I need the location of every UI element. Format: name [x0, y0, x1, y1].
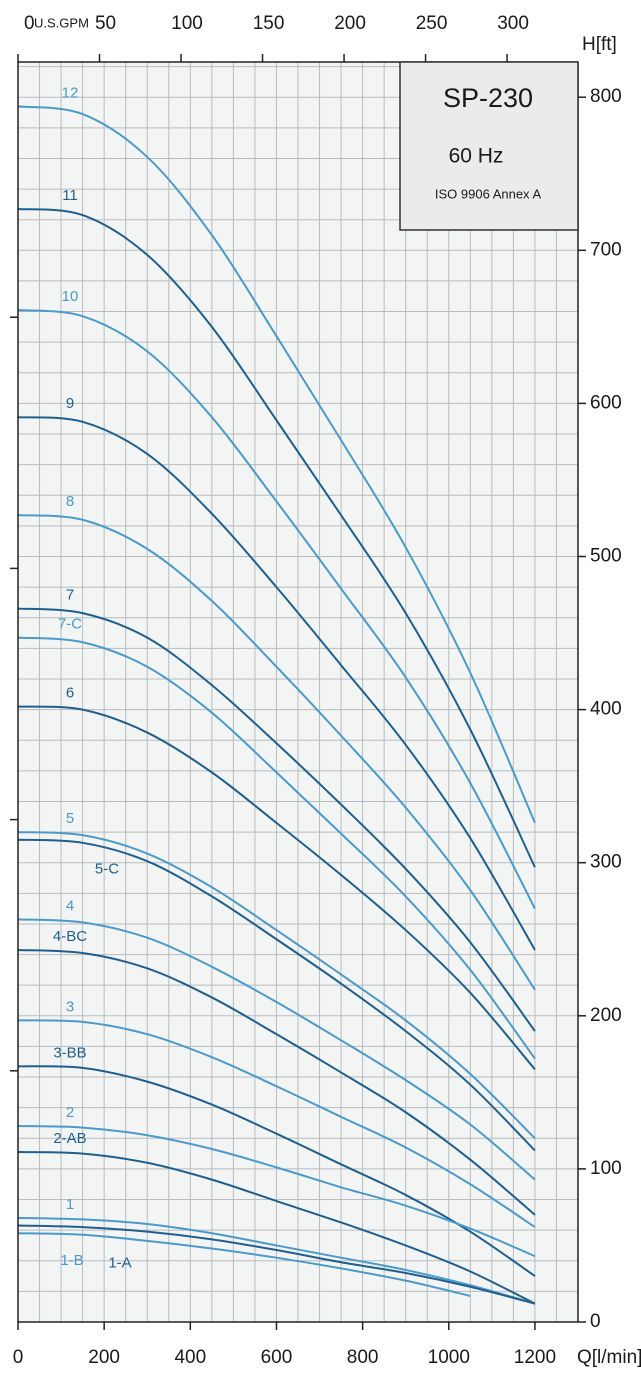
pump-curve	[17, 1151, 536, 1305]
curve-label: 7	[66, 587, 74, 604]
curve-label: 7-C	[58, 616, 82, 633]
x2-tick-label: 50	[95, 13, 116, 34]
x-tick-label: 600	[261, 1347, 293, 1368]
pump-curve	[17, 1224, 536, 1305]
x2-tick-label: 0	[24, 13, 35, 34]
curve-label: 4-BC	[53, 928, 87, 945]
x2-axis-label: U.S.GPM	[34, 15, 89, 30]
curve-label: 2-AB	[53, 1130, 86, 1147]
pump-curve	[17, 309, 536, 910]
curve-label: 6	[66, 685, 74, 702]
x-tick-label: 400	[174, 1347, 206, 1368]
curves	[17, 105, 536, 1305]
x2-tick-label: 200	[334, 13, 366, 34]
x-axis-label: Q[l/min]	[577, 1347, 641, 1368]
curve-label: 1	[66, 1196, 74, 1213]
y-tick-label: 200	[590, 1005, 622, 1026]
pump-curve	[17, 416, 536, 951]
pump-curve	[17, 607, 536, 1032]
curve-label: 8	[66, 493, 74, 510]
info-box	[399, 61, 579, 231]
pump-curve	[17, 1065, 536, 1277]
y-tick-label: 300	[590, 852, 622, 873]
x2-tick-label: 250	[416, 13, 448, 34]
y-tick-label: 800	[590, 86, 622, 107]
grid	[17, 62, 579, 1323]
x-tick-label: 1000	[428, 1347, 470, 1368]
pump-curve	[17, 1019, 536, 1228]
y-tick-label: 700	[590, 239, 622, 260]
x2-tick-label: 100	[171, 13, 203, 34]
pump-curve	[17, 514, 536, 991]
y-tick-label: 0	[590, 1311, 601, 1332]
chart-title: SP-230	[443, 83, 533, 113]
curve-label: 12	[62, 84, 79, 101]
pump-curve	[17, 105, 536, 824]
x2-tick-label: 150	[253, 13, 285, 34]
x-tick-label: 200	[88, 1347, 120, 1368]
y-axis-label: H[ft]	[582, 34, 617, 55]
y-tick-label: 100	[590, 1158, 622, 1179]
curve-label: 1-B	[60, 1252, 83, 1269]
x-tick-label: 0	[13, 1347, 24, 1368]
pump-curve	[17, 207, 536, 868]
x-tick-label: 800	[347, 1347, 379, 1368]
pump-curve	[17, 918, 536, 1181]
curve-label: 5-C	[95, 861, 119, 878]
pump-curve	[17, 636, 536, 1060]
pump-curve	[17, 1125, 536, 1258]
curve-label: 3-BB	[53, 1044, 86, 1061]
curve-label: 1-A	[108, 1255, 131, 1272]
curve-label: 3	[66, 998, 74, 1015]
x2-tick-label: 300	[497, 13, 529, 34]
pump-curve	[17, 948, 536, 1216]
subtitle: 60 Hz	[449, 145, 504, 168]
pump-curve	[17, 831, 536, 1139]
curve-label: 9	[66, 395, 74, 412]
pump-curve	[17, 705, 536, 1071]
y-tick-label: 400	[590, 699, 622, 720]
y-tick-label: 600	[590, 392, 622, 413]
curve-label: 4	[66, 897, 74, 914]
pump-curve	[17, 1216, 536, 1305]
curve-label: 5	[66, 810, 74, 827]
x-tick-label: 1200	[514, 1347, 556, 1368]
curve-label: 11	[62, 187, 78, 204]
pump-curve	[17, 1232, 471, 1297]
curve-label: 10	[62, 288, 79, 305]
annotation: ISO 9906 Annex A	[435, 186, 542, 201]
y-tick-label: 500	[590, 546, 622, 567]
curve-label: 2	[66, 1104, 74, 1121]
pump-curve	[17, 838, 536, 1152]
